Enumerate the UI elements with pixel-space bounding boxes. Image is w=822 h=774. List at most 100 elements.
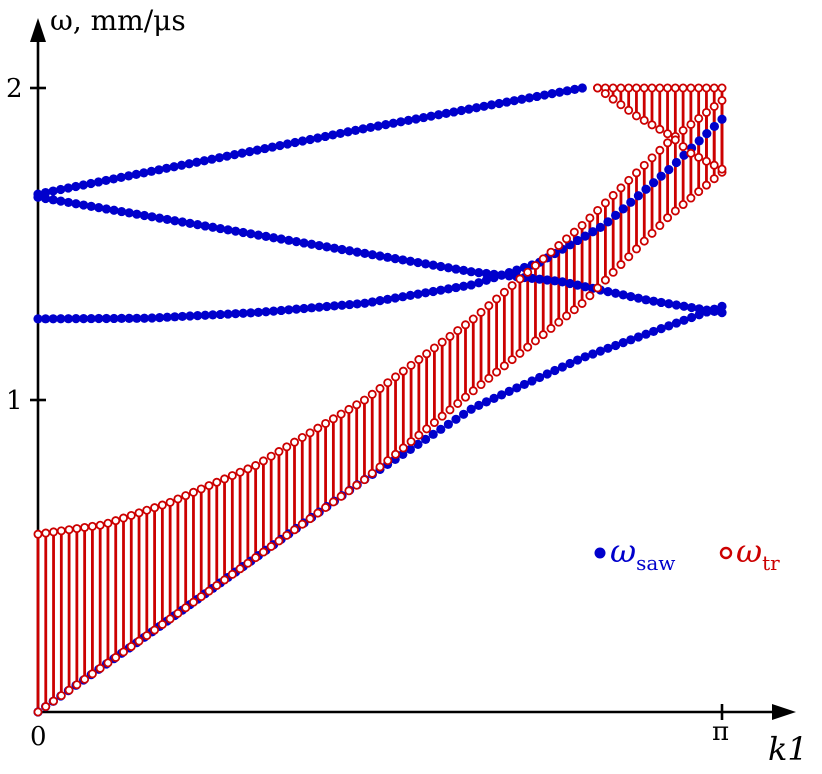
tr-point [600,198,610,208]
saw-point [542,275,552,285]
tr-point [282,530,292,540]
saw-point [512,265,522,275]
saw-point [451,264,461,274]
tr-point [33,529,43,539]
saw-point [443,419,453,429]
tr-point [554,317,564,327]
tr-point [569,227,579,237]
tr-point [523,267,533,277]
saw-point [170,216,180,226]
tr-point [80,674,90,684]
saw-point [214,153,225,163]
tr-point [608,94,618,104]
saw-point [352,247,362,257]
tr-point [600,275,610,285]
saw-point [671,318,682,328]
tr-point [632,244,642,254]
saw-point [48,314,58,324]
saw-point [466,267,476,277]
tr-point [64,525,74,535]
saw-point [367,297,377,307]
tr-point [103,518,113,528]
saw-point [694,304,704,314]
tr-point [157,500,167,510]
tr-point [336,491,346,501]
saw-point [441,108,451,118]
saw-point [411,114,421,124]
saw-point [147,212,157,222]
saw-point [207,154,217,164]
saw-point [580,352,590,362]
saw-point [276,305,286,316]
saw-point [33,189,43,199]
saw-point [504,271,514,281]
saw-point [603,217,613,227]
tr-point [663,83,673,93]
saw-point [297,136,308,146]
saw-point [664,321,674,331]
tr-point [359,395,369,405]
tr-point [243,558,253,568]
saw-point [328,130,338,140]
saw-point [428,260,438,270]
saw-point [421,434,431,444]
tr-point [546,247,556,257]
tr-point [647,228,657,238]
tr-point [352,480,362,490]
saw-point [641,295,651,305]
saw-point [611,340,621,351]
tr-point [188,597,198,607]
saw-point [398,255,408,265]
saw-point [245,147,255,157]
saw-point [117,313,127,324]
legend-saw-label: ωsaw [610,532,675,575]
tr-point [111,652,121,662]
tr-point [624,105,634,115]
saw-point [345,246,355,256]
saw-point [595,346,606,356]
tr-point [212,477,222,487]
saw-point [101,175,111,186]
tr-point [686,148,696,158]
tr-point [694,113,704,123]
saw-point [223,225,233,235]
tr-point [670,83,680,93]
x-tick-label-pi: π [712,717,729,747]
tr-point [336,409,346,419]
tr-point [686,119,696,129]
tr-point [391,449,401,459]
tr-point [227,471,237,481]
tr-point [305,428,315,438]
tr-point [608,190,618,200]
tr-point [422,349,432,359]
saw-point [550,276,560,286]
tr-point [64,685,74,695]
saw-point [709,306,720,316]
saw-point [512,383,522,393]
tr-point [499,287,509,297]
saw-point [626,197,636,207]
saw-point [299,303,309,314]
saw-point [489,269,499,279]
y-axis-arrow [30,18,46,42]
tr-point [515,348,525,358]
tr-point [499,361,509,371]
tr-point [437,411,447,421]
saw-point [307,303,317,313]
saw-point [398,292,408,302]
saw-point [396,117,406,127]
tr-point [414,430,424,440]
tr-point [453,326,463,336]
saw-point [109,205,119,215]
tr-point [515,274,525,284]
saw-point [71,181,81,192]
tr-point [220,575,230,585]
tr-point [367,468,377,478]
tr-point [134,636,144,646]
tr-point [538,254,548,264]
tr-point [437,337,447,347]
legend-tr-subscript: tr [762,551,780,575]
saw-point [78,180,88,190]
tr-point [655,145,665,155]
